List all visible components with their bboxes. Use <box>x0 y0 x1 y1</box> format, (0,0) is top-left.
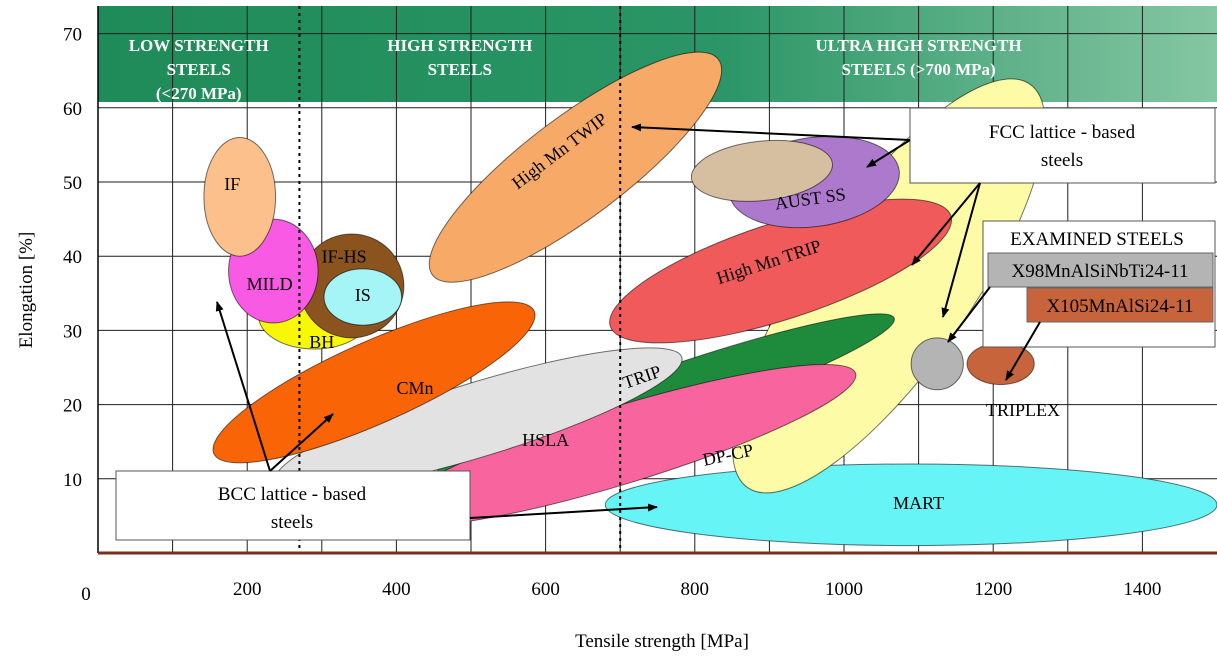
y-tick-label: 30 <box>63 321 82 342</box>
region-high-mn-twip <box>428 51 723 283</box>
x-tick-label: 800 <box>681 579 710 600</box>
band-labels: LOW STRENGTH STEELS (<270 MPa) HIGH STRENGT… <box>129 36 1022 103</box>
arrow <box>1005 321 1041 381</box>
region-cmn <box>212 301 536 464</box>
examined-x98mnalsinbti24-11 <box>910 337 964 391</box>
band-label-ultra-high-strength-line: ULTRA HIGH STRENGTH <box>815 36 1021 55</box>
x-tick-label: 1000 <box>825 579 863 600</box>
x-tick-label: 400 <box>382 579 411 600</box>
band-label-high-strength-line: HIGH STRENGTH <box>387 36 532 55</box>
region-label-mart: MART <box>893 493 944 513</box>
region-label-cmn: CMn <box>397 378 434 398</box>
examined-steels-title: EXAMINED STEELS <box>1010 229 1184 250</box>
x-tick-label: 1200 <box>974 579 1012 600</box>
examined-steels-title-line: EXAMINED STEELS <box>1010 229 1184 250</box>
arrow <box>941 182 981 318</box>
bcc-callout-text-line: steels <box>271 512 313 533</box>
band-label-ultra-high-strength-line: STEELS (>700 MPa) <box>841 60 995 79</box>
band-label-low-strength-line: LOW STRENGTH <box>129 36 269 55</box>
arrow <box>866 139 911 168</box>
x-tick-label: 1400 <box>1123 579 1161 600</box>
band-label-low-strength-line: (<270 MPa) <box>156 84 242 103</box>
fcc-callout-box <box>909 107 1216 184</box>
legend-swatch-x105 <box>1026 287 1214 323</box>
region-label-triplex: TRIPLEX <box>986 400 1060 420</box>
region-high-mn-trip <box>609 198 953 344</box>
x-axis-title: Tensile strength [MPa] <box>575 631 749 652</box>
band-label-low-strength: LOW STRENGTH STEELS (<270 MPa) <box>129 36 269 103</box>
y-tick-label: 40 <box>63 247 82 268</box>
bcc-callout-text-line: BCC lattice - based <box>218 484 367 505</box>
fcc-callout-text-line: FCC lattice - based <box>989 122 1136 143</box>
arrow <box>215 301 271 472</box>
y-tick-label: 70 <box>63 25 82 46</box>
bcc-callout-box <box>115 470 471 541</box>
region-label-mild: MILD <box>247 274 293 294</box>
arrow <box>469 503 658 519</box>
tick-labels: 200 400 600 800 1000 1200 1400 10 20 30 40 50 60 70 <box>63 25 1161 600</box>
band-label-high-strength-line: STEELS <box>428 60 492 79</box>
region-label-if: IF <box>224 174 240 194</box>
x-tick-label: 600 <box>531 579 560 600</box>
origin-label: 0 <box>81 584 91 605</box>
region-label-bh: BH <box>309 332 334 352</box>
region-label-if-hs: IF-HS <box>322 247 367 267</box>
y-axis-title: Elongation [%] <box>16 232 37 349</box>
legend-swatch-x98 <box>987 252 1214 288</box>
y-tick-label: 20 <box>63 396 82 417</box>
band-label-low-strength-line: STEELS <box>167 60 231 79</box>
legend-label-x98-line: X98MnAlSiNbTi24-11 <box>1011 261 1188 282</box>
overlap-region <box>690 139 833 202</box>
legend-label-x105: X105MnAlSi24-11 <box>1046 296 1193 317</box>
arrow <box>631 123 911 141</box>
axes <box>97 6 1217 555</box>
fcc-callout-text: FCC lattice - based steels <box>989 122 1136 171</box>
band-dividers <box>298 6 622 553</box>
x-tick-label: 200 <box>233 579 262 600</box>
region-if <box>203 136 277 257</box>
y-tick-label: 60 <box>63 99 82 120</box>
arrow <box>911 182 981 266</box>
fcc-callout-text-line: steels <box>1041 150 1083 171</box>
region-label-hsla: HSLA <box>522 430 569 450</box>
legend-label-x98: X98MnAlSiNbTi24-11 <box>1011 261 1188 282</box>
y-tick-label: 50 <box>63 173 82 194</box>
legend-label-x105-line: X105MnAlSi24-11 <box>1046 296 1193 317</box>
y-tick-label: 10 <box>63 470 82 491</box>
region-is <box>323 268 403 326</box>
bcc-callout-text: BCC lattice - based steels <box>218 484 367 533</box>
arrow <box>269 413 334 472</box>
region-label-is: IS <box>355 285 371 305</box>
band-label-ultra-high-strength: ULTRA HIGH STRENGTH STEELS (>700 MPa) <box>815 36 1021 79</box>
arrow <box>947 286 991 343</box>
band-label-high-strength: HIGH STRENGTH STEELS <box>387 36 532 79</box>
